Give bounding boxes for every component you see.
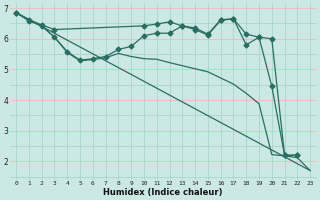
- X-axis label: Humidex (Indice chaleur): Humidex (Indice chaleur): [103, 188, 223, 197]
